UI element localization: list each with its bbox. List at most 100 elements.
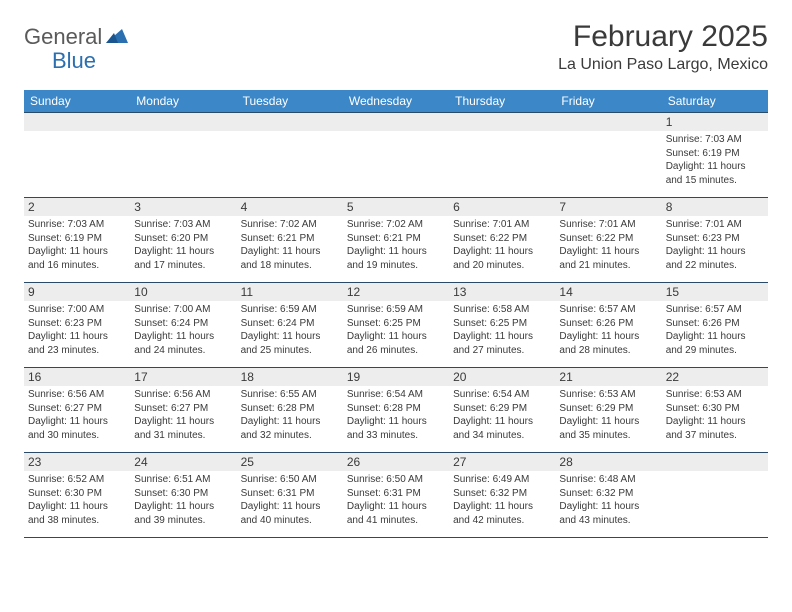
day-number-row: 1 bbox=[24, 113, 768, 131]
day-number-row: 16171819202122 bbox=[24, 368, 768, 386]
daylight-line: Daylight: 11 hours and 41 minutes. bbox=[347, 500, 445, 527]
day-cell: Sunrise: 7:02 AMSunset: 6:21 PMDaylight:… bbox=[343, 216, 449, 282]
day-number: 13 bbox=[449, 283, 555, 301]
daylight-line: Daylight: 11 hours and 32 minutes. bbox=[241, 415, 339, 442]
day-cell: Sunrise: 6:58 AMSunset: 6:25 PMDaylight:… bbox=[449, 301, 555, 367]
day-number-row: 2345678 bbox=[24, 198, 768, 216]
weeks-container: 1Sunrise: 7:03 AMSunset: 6:19 PMDaylight… bbox=[24, 112, 768, 538]
day-cell: Sunrise: 6:48 AMSunset: 6:32 PMDaylight:… bbox=[555, 471, 661, 537]
day-number bbox=[237, 113, 343, 131]
sunrise-line: Sunrise: 6:50 AM bbox=[241, 473, 339, 487]
day-cell: Sunrise: 6:56 AMSunset: 6:27 PMDaylight:… bbox=[24, 386, 130, 452]
day-cell: Sunrise: 6:57 AMSunset: 6:26 PMDaylight:… bbox=[555, 301, 661, 367]
sunrise-line: Sunrise: 6:51 AM bbox=[134, 473, 232, 487]
sunset-line: Sunset: 6:32 PM bbox=[559, 487, 657, 501]
day-cell: Sunrise: 7:01 AMSunset: 6:22 PMDaylight:… bbox=[555, 216, 661, 282]
daylight-line: Daylight: 11 hours and 19 minutes. bbox=[347, 245, 445, 272]
triangle-icon bbox=[106, 27, 128, 48]
weekday-sunday: Sunday bbox=[24, 90, 130, 112]
sunset-line: Sunset: 6:19 PM bbox=[666, 147, 764, 161]
day-cell: Sunrise: 6:52 AMSunset: 6:30 PMDaylight:… bbox=[24, 471, 130, 537]
day-number: 21 bbox=[555, 368, 661, 386]
sunrise-line: Sunrise: 6:54 AM bbox=[453, 388, 551, 402]
week-block: 1Sunrise: 7:03 AMSunset: 6:19 PMDaylight… bbox=[24, 112, 768, 197]
sunrise-line: Sunrise: 6:48 AM bbox=[559, 473, 657, 487]
sunrise-line: Sunrise: 6:56 AM bbox=[28, 388, 126, 402]
day-number: 1 bbox=[662, 113, 768, 131]
day-cell: Sunrise: 7:01 AMSunset: 6:23 PMDaylight:… bbox=[662, 216, 768, 282]
day-number bbox=[343, 113, 449, 131]
day-cell: Sunrise: 7:03 AMSunset: 6:20 PMDaylight:… bbox=[130, 216, 236, 282]
day-number bbox=[555, 113, 661, 131]
day-number: 2 bbox=[24, 198, 130, 216]
day-cell bbox=[662, 471, 768, 537]
day-number: 7 bbox=[555, 198, 661, 216]
calendar: Sunday Monday Tuesday Wednesday Thursday… bbox=[24, 90, 768, 538]
day-cell: Sunrise: 6:54 AMSunset: 6:28 PMDaylight:… bbox=[343, 386, 449, 452]
day-body-row: Sunrise: 7:03 AMSunset: 6:19 PMDaylight:… bbox=[24, 216, 768, 282]
day-number: 26 bbox=[343, 453, 449, 471]
logo: General bbox=[24, 20, 130, 50]
day-number: 5 bbox=[343, 198, 449, 216]
sunrise-line: Sunrise: 7:03 AM bbox=[666, 133, 764, 147]
day-body-row: Sunrise: 6:52 AMSunset: 6:30 PMDaylight:… bbox=[24, 471, 768, 537]
sunrise-line: Sunrise: 6:57 AM bbox=[559, 303, 657, 317]
day-number: 20 bbox=[449, 368, 555, 386]
day-body-row: Sunrise: 7:03 AMSunset: 6:19 PMDaylight:… bbox=[24, 131, 768, 197]
weekday-friday: Friday bbox=[555, 90, 661, 112]
sunrise-line: Sunrise: 7:01 AM bbox=[559, 218, 657, 232]
day-cell bbox=[449, 131, 555, 197]
sunrise-line: Sunrise: 7:00 AM bbox=[28, 303, 126, 317]
day-cell: Sunrise: 6:51 AMSunset: 6:30 PMDaylight:… bbox=[130, 471, 236, 537]
week-block: 232425262728Sunrise: 6:52 AMSunset: 6:30… bbox=[24, 452, 768, 538]
sunrise-line: Sunrise: 6:55 AM bbox=[241, 388, 339, 402]
day-cell: Sunrise: 7:03 AMSunset: 6:19 PMDaylight:… bbox=[24, 216, 130, 282]
sunset-line: Sunset: 6:28 PM bbox=[241, 402, 339, 416]
day-cell: Sunrise: 6:49 AMSunset: 6:32 PMDaylight:… bbox=[449, 471, 555, 537]
month-title: February 2025 bbox=[558, 20, 768, 54]
day-number: 18 bbox=[237, 368, 343, 386]
week-block: 2345678Sunrise: 7:03 AMSunset: 6:19 PMDa… bbox=[24, 197, 768, 282]
day-cell bbox=[130, 131, 236, 197]
day-number: 10 bbox=[130, 283, 236, 301]
daylight-line: Daylight: 11 hours and 24 minutes. bbox=[134, 330, 232, 357]
day-cell: Sunrise: 6:55 AMSunset: 6:28 PMDaylight:… bbox=[237, 386, 343, 452]
daylight-line: Daylight: 11 hours and 37 minutes. bbox=[666, 415, 764, 442]
day-number: 16 bbox=[24, 368, 130, 386]
day-number: 11 bbox=[237, 283, 343, 301]
sunset-line: Sunset: 6:27 PM bbox=[134, 402, 232, 416]
day-cell: Sunrise: 6:53 AMSunset: 6:30 PMDaylight:… bbox=[662, 386, 768, 452]
sunrise-line: Sunrise: 6:50 AM bbox=[347, 473, 445, 487]
sunset-line: Sunset: 6:30 PM bbox=[666, 402, 764, 416]
day-cell: Sunrise: 6:59 AMSunset: 6:24 PMDaylight:… bbox=[237, 301, 343, 367]
sunrise-line: Sunrise: 7:03 AM bbox=[134, 218, 232, 232]
sunrise-line: Sunrise: 6:56 AM bbox=[134, 388, 232, 402]
daylight-line: Daylight: 11 hours and 22 minutes. bbox=[666, 245, 764, 272]
day-cell: Sunrise: 6:57 AMSunset: 6:26 PMDaylight:… bbox=[662, 301, 768, 367]
weekday-wednesday: Wednesday bbox=[343, 90, 449, 112]
sunset-line: Sunset: 6:32 PM bbox=[453, 487, 551, 501]
daylight-line: Daylight: 11 hours and 34 minutes. bbox=[453, 415, 551, 442]
day-cell: Sunrise: 6:50 AMSunset: 6:31 PMDaylight:… bbox=[237, 471, 343, 537]
day-cell: Sunrise: 7:03 AMSunset: 6:19 PMDaylight:… bbox=[662, 131, 768, 197]
day-number bbox=[449, 113, 555, 131]
day-number: 24 bbox=[130, 453, 236, 471]
day-number bbox=[662, 453, 768, 471]
sunrise-line: Sunrise: 7:01 AM bbox=[453, 218, 551, 232]
sunset-line: Sunset: 6:21 PM bbox=[347, 232, 445, 246]
daylight-line: Daylight: 11 hours and 31 minutes. bbox=[134, 415, 232, 442]
day-cell bbox=[555, 131, 661, 197]
daylight-line: Daylight: 11 hours and 28 minutes. bbox=[559, 330, 657, 357]
day-body-row: Sunrise: 6:56 AMSunset: 6:27 PMDaylight:… bbox=[24, 386, 768, 452]
daylight-line: Daylight: 11 hours and 38 minutes. bbox=[28, 500, 126, 527]
day-number bbox=[130, 113, 236, 131]
week-block: 9101112131415Sunrise: 7:00 AMSunset: 6:2… bbox=[24, 282, 768, 367]
day-cell: Sunrise: 6:54 AMSunset: 6:29 PMDaylight:… bbox=[449, 386, 555, 452]
sunset-line: Sunset: 6:21 PM bbox=[241, 232, 339, 246]
weekday-thursday: Thursday bbox=[449, 90, 555, 112]
sunset-line: Sunset: 6:25 PM bbox=[347, 317, 445, 331]
weekday-monday: Monday bbox=[130, 90, 236, 112]
daylight-line: Daylight: 11 hours and 17 minutes. bbox=[134, 245, 232, 272]
day-number: 22 bbox=[662, 368, 768, 386]
day-number: 4 bbox=[237, 198, 343, 216]
